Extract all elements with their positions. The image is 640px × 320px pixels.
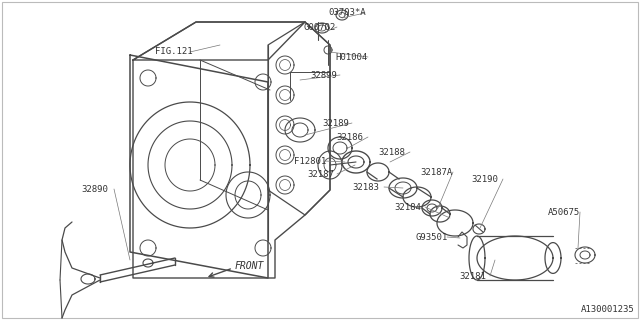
Text: 03703*A: 03703*A — [328, 8, 365, 17]
Text: 32187: 32187 — [307, 170, 334, 179]
Text: 32188: 32188 — [378, 148, 405, 157]
Text: H01004: H01004 — [335, 53, 367, 62]
Text: 32186: 32186 — [336, 133, 363, 142]
Text: FIG.121: FIG.121 — [155, 47, 193, 56]
Text: 32189: 32189 — [322, 119, 349, 128]
Text: A50675: A50675 — [548, 208, 580, 217]
Text: A130001235: A130001235 — [581, 305, 635, 314]
Text: F12801: F12801 — [294, 157, 326, 166]
Text: 32181: 32181 — [459, 272, 486, 281]
Text: G00702: G00702 — [303, 23, 335, 32]
Text: 32899: 32899 — [310, 71, 337, 80]
Text: G93501: G93501 — [415, 233, 447, 242]
Text: 32187A: 32187A — [420, 168, 452, 177]
Text: 32183: 32183 — [352, 183, 379, 192]
Text: 32184: 32184 — [394, 203, 421, 212]
Text: 32190: 32190 — [471, 175, 498, 184]
Text: 32890: 32890 — [81, 185, 108, 194]
Text: FRONT: FRONT — [235, 261, 264, 271]
